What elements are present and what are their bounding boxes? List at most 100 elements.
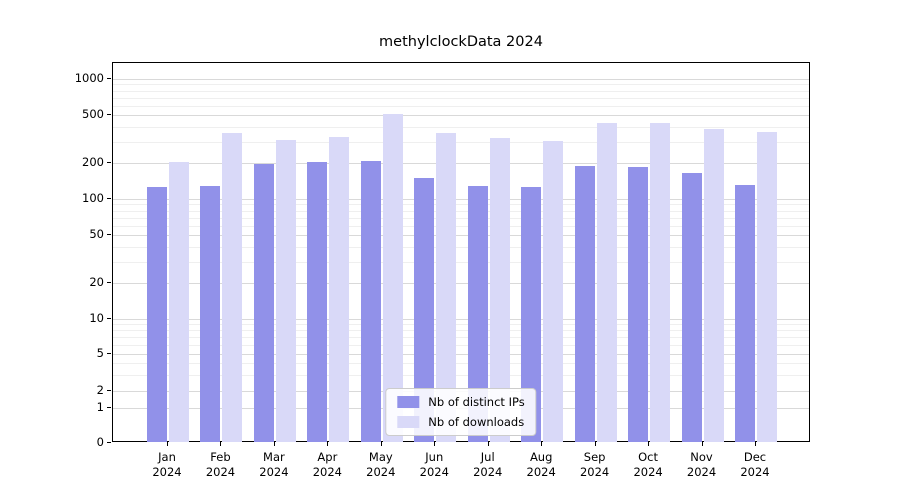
major-gridline — [113, 283, 809, 284]
x-tick — [434, 442, 436, 446]
minor-gridline — [113, 344, 809, 346]
bar-downloads-oct — [650, 122, 671, 442]
x-tick — [273, 442, 275, 446]
y-tick — [107, 234, 111, 235]
x-tick-label: Feb 2024 — [205, 450, 236, 479]
x-tick — [327, 442, 329, 446]
y-tick — [107, 162, 111, 163]
major-gridline — [113, 79, 809, 80]
bar-downloads-feb — [222, 132, 243, 442]
y-tick-label: 0 — [96, 435, 104, 449]
y-tick-label: 2 — [96, 383, 104, 397]
x-tick-label: Apr 2024 — [312, 450, 342, 479]
major-gridline — [113, 199, 809, 200]
minor-gridline — [113, 374, 809, 376]
minor-gridline — [113, 261, 809, 263]
legend-item-downloads: Nb of downloads — [397, 415, 524, 429]
y-tick-label: 20 — [89, 275, 104, 289]
bar-downloads-dec — [757, 132, 777, 442]
bar-distinct-ips-may — [360, 161, 381, 442]
legend-swatch-downloads — [397, 416, 420, 428]
y-tick-label: 1 — [96, 400, 104, 414]
x-tick-label: Jan 2024 — [152, 450, 182, 479]
minor-gridline — [113, 90, 809, 92]
y-tick-label: 1000 — [74, 71, 104, 85]
x-tick-label: May 2024 — [366, 450, 396, 479]
chart-title: methylclockData 2024 — [379, 34, 543, 50]
y-tick — [107, 282, 111, 283]
y-tick-label: 200 — [82, 155, 104, 169]
x-tick — [487, 442, 489, 446]
y-tick-label: 100 — [82, 191, 104, 205]
minor-gridline — [113, 210, 809, 212]
y-tick — [107, 442, 111, 443]
y-tick — [107, 353, 111, 354]
bar-downloads-jun — [436, 132, 457, 442]
x-tick — [701, 442, 703, 446]
x-tick-label: Aug 2024 — [526, 450, 556, 479]
y-tick-label: 500 — [82, 107, 104, 121]
x-tick-label: Jul 2024 — [473, 450, 503, 479]
y-tick — [107, 407, 111, 408]
minor-gridline — [113, 105, 809, 107]
x-tick-label: Dec 2024 — [740, 450, 770, 479]
minor-gridline — [113, 225, 809, 227]
x-tick-label: Jun 2024 — [419, 450, 449, 479]
major-gridline — [113, 235, 809, 236]
bar-downloads-nov — [703, 128, 724, 442]
legend-swatch-distinct-ips — [397, 396, 420, 408]
y-tick-label: 5 — [96, 346, 104, 360]
minor-gridline — [113, 84, 809, 86]
bar-distinct-ips-feb — [200, 186, 221, 442]
y-tick — [107, 78, 111, 79]
major-gridline — [113, 163, 809, 164]
x-tick — [220, 442, 222, 446]
legend: Nb of distinct IPs Nb of downloads — [385, 388, 537, 436]
x-tick — [648, 442, 650, 446]
minor-gridline — [113, 330, 809, 332]
x-tick-label: Sep 2024 — [579, 450, 610, 479]
major-gridline — [113, 354, 809, 355]
legend-label-downloads: Nb of downloads — [428, 415, 525, 429]
minor-gridline — [113, 204, 809, 206]
y-tick — [107, 198, 111, 199]
y-tick — [107, 390, 111, 391]
y-tick — [107, 114, 111, 115]
plot-area: Nb of distinct IPs Nb of downloads — [112, 62, 810, 442]
bar-downloads-apr — [329, 136, 350, 442]
bar-distinct-ips-mar — [253, 163, 274, 442]
y-tick-label: 10 — [89, 311, 104, 325]
bar-distinct-ips-sep — [574, 165, 595, 442]
bar-downloads-aug — [543, 140, 564, 442]
bar-distinct-ips-jul — [467, 186, 488, 442]
minor-gridline — [113, 126, 809, 128]
y-tick-label: 50 — [89, 227, 104, 241]
bar-distinct-ips-jun — [414, 177, 435, 442]
y-tick — [107, 318, 111, 319]
legend-item-distinct-ips: Nb of distinct IPs — [397, 395, 525, 409]
x-tick — [167, 442, 168, 446]
minor-gridline — [113, 246, 809, 248]
bar-distinct-ips-jan — [147, 187, 167, 442]
major-gridline — [113, 115, 809, 116]
bar-distinct-ips-nov — [681, 172, 702, 442]
minor-gridline — [113, 363, 809, 364]
bar-distinct-ips-aug — [521, 186, 542, 442]
minor-gridline — [113, 337, 809, 338]
bar-distinct-ips-oct — [628, 167, 649, 442]
x-tick — [380, 442, 382, 446]
bar-downloads-jan — [169, 161, 189, 442]
x-tick — [594, 442, 596, 446]
bar-downloads-may — [382, 114, 403, 442]
major-gridline — [113, 319, 809, 320]
x-tick — [755, 442, 756, 446]
bar-distinct-ips-dec — [735, 185, 755, 442]
bar-downloads-mar — [275, 140, 296, 442]
bar-downloads-jul — [489, 137, 510, 442]
x-tick-label: Nov 2024 — [686, 450, 717, 479]
x-tick — [541, 442, 543, 446]
x-tick-label: Mar 2024 — [259, 450, 289, 479]
x-tick-label: Oct 2024 — [633, 450, 663, 479]
minor-gridline — [113, 217, 809, 219]
